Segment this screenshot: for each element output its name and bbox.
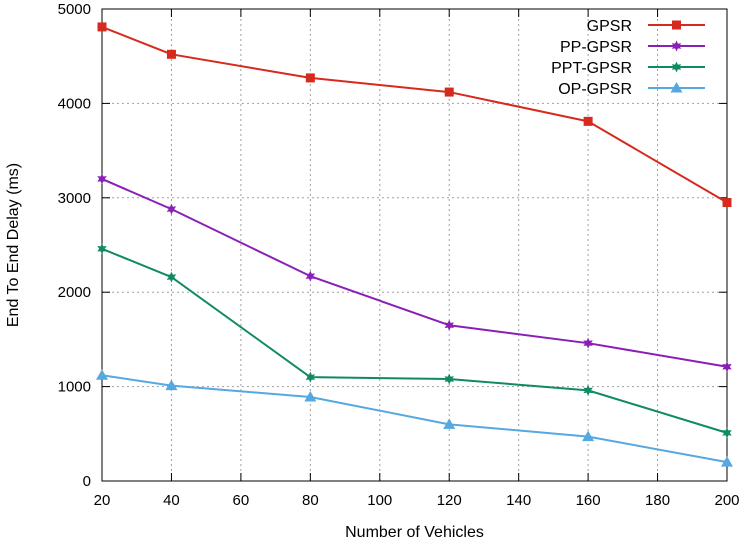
data-point-gpsr [722, 198, 732, 208]
data-point-op-gpsr [96, 369, 108, 380]
legend-swatch-marker [671, 40, 682, 52]
data-point-pp-gpsr [305, 270, 316, 282]
data-point-op-gpsr [304, 390, 317, 402]
data-point-ppt-gpsr [722, 427, 732, 439]
legend: GPSR PP-GPSR PPT-GPSR OP-GPSR [551, 18, 705, 98]
x-tick-label: 140 [506, 492, 531, 509]
data-point-ppt-gpsr [166, 271, 177, 283]
legend-item-op-gpsr: OP-GPSR [558, 81, 705, 98]
data-point-pp-gpsr [583, 337, 593, 349]
legend-item-pp-gpsr: PP-GPSR [560, 39, 705, 56]
data-point-ppt-gpsr [583, 384, 593, 396]
series-line-pp-gpsr [101, 178, 728, 368]
x-tick-label: 160 [576, 492, 601, 509]
data-point-ppt-gpsr [444, 373, 454, 385]
x-tick-label: 180 [645, 492, 670, 509]
y-tick-label: 4000 [58, 95, 91, 112]
legend-swatch-marker [671, 61, 682, 73]
x-tick-label: 120 [437, 492, 462, 509]
legend-label: PPT-GPSR [551, 60, 632, 77]
data-point-op-gpsr [165, 379, 178, 391]
series-pp-gpsr [97, 173, 732, 373]
x-tick-label: 100 [367, 492, 392, 509]
series-layer [96, 22, 733, 467]
series-line-ppt-gpsr [101, 247, 728, 434]
data-point-gpsr [305, 73, 315, 83]
legend-item-ppt-gpsr: PPT-GPSR [551, 60, 705, 77]
axis-ticks: 20 40 60 80 100 120 140 160 180 20001000200030004… [58, 1, 740, 509]
legend-label: GPSR [587, 18, 632, 35]
data-point-ppt-gpsr [97, 243, 107, 255]
y-tick-label: 0 [83, 473, 91, 490]
x-axis-title: Number of Vehicles [345, 524, 484, 541]
data-point-op-gpsr [443, 418, 456, 429]
data-point-pp-gpsr [166, 203, 177, 215]
grid-lines [102, 9, 727, 481]
x-tick-label: 40 [163, 492, 180, 509]
legend-swatch-marker [670, 82, 683, 93]
series-line-gpsr [101, 26, 728, 204]
y-tick-label: 5000 [58, 1, 91, 18]
legend-item-gpsr: GPSR [587, 18, 705, 35]
data-point-gpsr [583, 116, 593, 126]
data-point-gpsr [166, 49, 176, 59]
y-tick-label: 2000 [58, 284, 91, 301]
plot-frame [101, 8, 728, 482]
data-point-pp-gpsr [444, 319, 454, 331]
x-tick-label: 80 [302, 492, 319, 509]
data-point-pp-gpsr [722, 361, 732, 373]
y-tick-label: 1000 [58, 379, 91, 396]
data-point-pp-gpsr [97, 173, 107, 185]
series-op-gpsr [96, 369, 733, 467]
data-point-op-gpsr [582, 430, 595, 442]
data-point-ppt-gpsr [305, 371, 316, 383]
legend-swatch-marker [672, 20, 681, 30]
series-ppt-gpsr [97, 243, 732, 439]
y-axis-title: End To End Delay (ms) [5, 163, 22, 327]
data-point-op-gpsr [721, 456, 733, 467]
x-tick-label: 60 [233, 492, 250, 509]
x-tick-label: 200 [714, 492, 739, 509]
x-tick-label: 20 [94, 492, 111, 509]
legend-label: OP-GPSR [558, 81, 632, 98]
series-gpsr [97, 22, 732, 208]
y-tick-label: 3000 [58, 190, 91, 207]
data-point-gpsr [444, 87, 454, 97]
legend-label: PP-GPSR [560, 39, 632, 56]
series-line-op-gpsr [101, 374, 728, 464]
data-point-gpsr [97, 22, 107, 32]
